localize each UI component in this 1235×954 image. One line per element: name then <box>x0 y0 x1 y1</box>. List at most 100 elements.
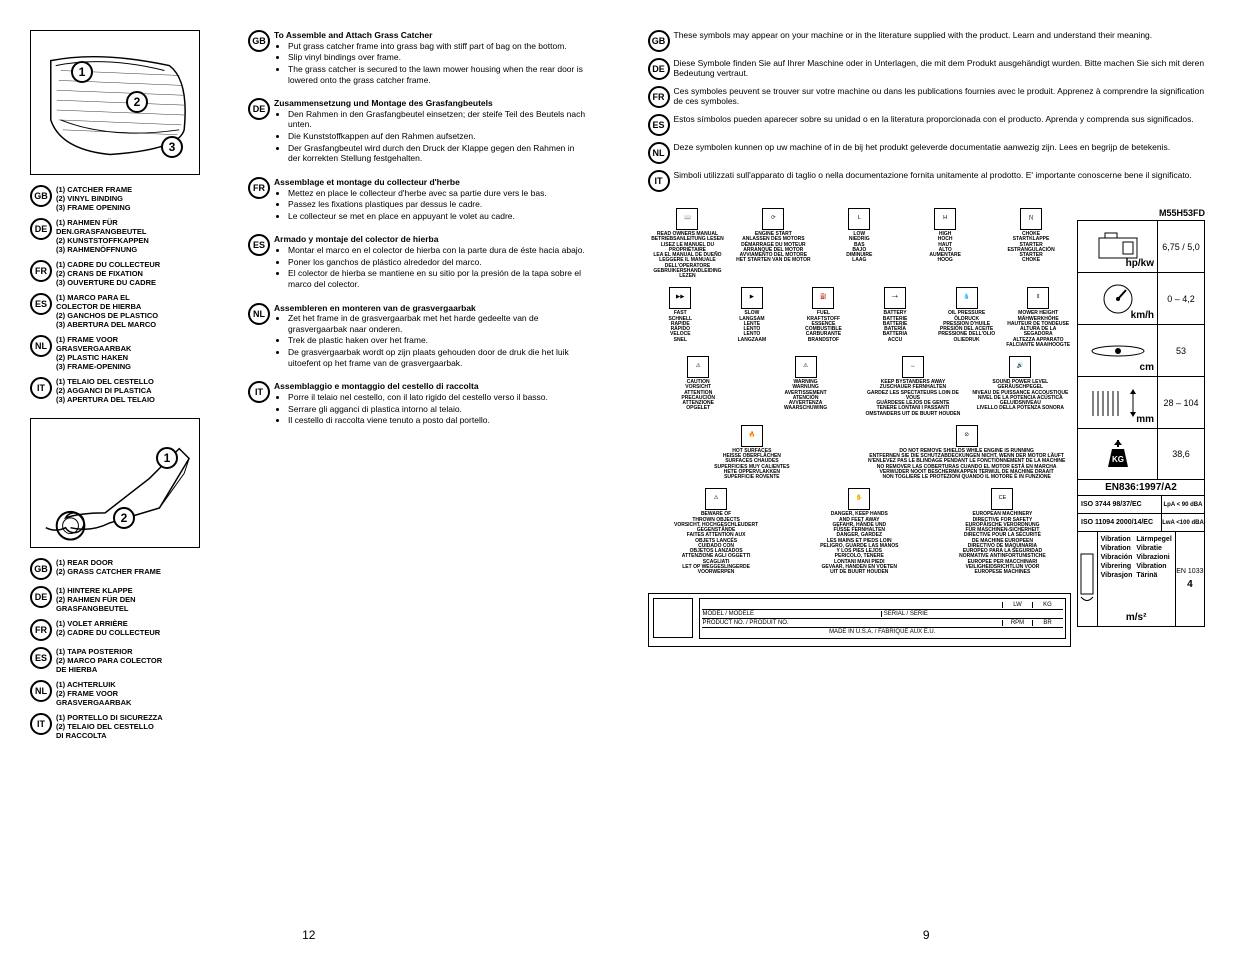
rear-door-illustration <box>31 419 199 547</box>
symbol-icon: 💧 <box>956 287 978 309</box>
symbol-cell: –+BATTERYBATTERIEBATTERIEBATERÍABATTERIA… <box>862 287 928 348</box>
intro-gb: GBThese symbols may appear on your machi… <box>648 30 1206 52</box>
intro-nl: NLDeze symbolen kunnen op uw machine of … <box>648 142 1206 164</box>
legend-nl: NL(1) ACHTERLUIK(2) FRAME VOOR GRASVERGA… <box>30 680 238 707</box>
callout-1b: 1 <box>156 447 178 469</box>
spec-kg: KG 38,6 <box>1077 428 1205 480</box>
symbol-cell: ⚠CAUTIONVORSICHTATTENTIONPRECAUCIÓNATTEN… <box>648 356 749 417</box>
symbol-cell: ▶SLOWLANGSAMLENTELENTOLENTOLANGZAAM <box>719 287 785 348</box>
legend-gb: GB(1) REAR DOOR(2) GRASS CATCHER FRAME <box>30 558 238 580</box>
height-icon: mm <box>1078 377 1158 428</box>
lang-badge-de: DE <box>30 586 52 608</box>
assembly-heading: Assemblage et montage du collecteur d'he… <box>274 177 547 188</box>
symbol-cell: 📖READ OWNERS MANUALBETRIEBSANLEITUNG LES… <box>648 208 728 279</box>
legend-nl: NL(1) FRAME VOOR GRASVERGAARBAK(2) PLAST… <box>30 335 238 371</box>
callout-3: 3 <box>161 136 183 158</box>
legend-gb: GB(1) CATCHER FRAME(2) VINYL BINDING(3) … <box>30 185 238 212</box>
assembly-gb: GBTo Assemble and Attach Grass CatcherPu… <box>248 30 587 86</box>
symbol-icon: H <box>934 208 956 230</box>
symbol-row: 📖READ OWNERS MANUALBETRIEBSANLEITUNG LES… <box>648 208 1072 279</box>
page-number: 12 <box>302 928 315 942</box>
symbol-icon: ⟳ <box>762 208 784 230</box>
symbol-icon: –+ <box>884 287 906 309</box>
symbol-icon: 🔊 <box>1009 356 1031 378</box>
vibration-box: VibrationLärmpegelVibrationVibratieVibra… <box>1077 532 1205 627</box>
intro-blocks: GBThese symbols may appear on your machi… <box>648 30 1206 198</box>
symbol-icon: ✋ <box>848 488 870 510</box>
symbol-cell: 🔊SOUND POWER LEVELGERÄUSCHPEGELNIVEAU DE… <box>970 356 1071 417</box>
legend-es: ES(1) TAPA POSTERIOR(2) MARCO PARA COLEC… <box>30 647 238 674</box>
symbol-icon: ⛽ <box>812 287 834 309</box>
lang-badge-de: DE <box>648 58 670 80</box>
intro-fr: FRCes symboles peuvent se trouver sur vo… <box>648 86 1206 108</box>
symbol-icon: ⚠ <box>705 488 727 510</box>
symbol-cell: ✋DANGER, KEEP HANDSAND FEET AWAYGEFAHR, … <box>791 488 928 575</box>
legend-it: IT(1) TELAIO DEL CESTELLO(2) AGGANCI DI … <box>30 377 238 404</box>
symbol-row: ⚠BEWARE OFTHROWN OBJECTSVORSICHT, HOCHGE… <box>648 488 1072 575</box>
lang-badge-es: ES <box>30 293 52 315</box>
lang-badge-it: IT <box>30 713 52 735</box>
page-12: 1 2 3 GB(1) CATCHER FRAME(2) VINYL BINDI… <box>0 0 618 954</box>
symbol-cell: ▶▶FASTSCHNELLRAPIDERÁPIDOVELOCESNEL <box>648 287 714 348</box>
symbol-row: ⚠CAUTIONVORSICHTATTENTIONPRECAUCIÓNATTEN… <box>648 356 1072 417</box>
spec-kmh: km/h 0 – 4,2 <box>1077 272 1205 324</box>
symbol-icon: ⚠ <box>795 356 817 378</box>
assembly-it: ITAssemblaggio e montaggio del cestello … <box>248 381 587 427</box>
legend-set-1: GB(1) CATCHER FRAME(2) VINYL BINDING(3) … <box>30 185 238 410</box>
symbol-cell: ⊘DO NOT REMOVE SHIELDS WHILE ENGINE IS R… <box>862 425 1071 481</box>
symbol-icon: 🔥 <box>741 425 763 447</box>
symbol-icon: ⚠ <box>687 356 709 378</box>
intro-it: ITSimboli utilizzati sull'apparato di ta… <box>648 170 1206 192</box>
symbol-cell: ⚠BEWARE OFTHROWN OBJECTSVORSICHT, HOCHGE… <box>648 488 785 575</box>
symbol-cell: ⟳ENGINE STARTANLASSEN DES MOTORSDÉMARRAG… <box>733 208 813 279</box>
lang-badge-nl: NL <box>30 335 52 357</box>
legend-set-2: GB(1) REAR DOOR(2) GRASS CATCHER FRAME DE… <box>30 558 238 746</box>
lang-badge-es: ES <box>648 114 670 136</box>
symbol-icon: ↔ <box>902 356 924 378</box>
symbol-cell: ⇕MOWER HEIGHTMÄHWERKHÖHEHAUTEUR DE TONDE… <box>1005 287 1071 348</box>
iso-11094: ISO 11094 2000/14/EC LwA <100 dBA <box>1077 514 1205 532</box>
lang-badge-it: IT <box>30 377 52 399</box>
assembly-nl: NL Assembleren en monteren van de grasver… <box>248 303 587 370</box>
engine-icon: hp/kw <box>1078 221 1158 272</box>
symbol-row: ▶▶FASTSCHNELLRAPIDERÁPIDOVELOCESNEL▶SLOW… <box>648 287 1072 348</box>
symbol-icon: 📖 <box>676 208 698 230</box>
page-9: GBThese symbols may appear on your machi… <box>618 0 1235 954</box>
symbol-icon: CE <box>991 488 1013 510</box>
lang-badge-gb: GB <box>648 30 670 52</box>
spec-panel: M55H53FD hp/kw 6,75 / 5,0 km/h 0 – 4,2 <box>1077 208 1205 934</box>
legend-it: IT(1) PORTELLO DI SICUREZZA(2) TELAIO DE… <box>30 713 238 740</box>
spec-hpkw: hp/kw 6,75 / 5,0 <box>1077 220 1205 272</box>
intro-de: DEDiese Symbole finden Sie auf Ihrer Mas… <box>648 58 1206 80</box>
symbol-cell: CEEUROPEAN MACHINERYDIRECTIVE FOR SAFETY… <box>934 488 1071 575</box>
symbol-cell: LLOWNIEDRIGBASBAJODIMINUIRELAAG <box>819 208 899 279</box>
assembly-heading: Assembleren en monteren van de grasverga… <box>274 303 587 314</box>
lang-badge-nl: NL <box>30 680 52 702</box>
lang-badge-fr: FR <box>30 619 52 641</box>
lang-badge-gb: GB <box>30 558 52 580</box>
assembly-fr: FR Assemblage et montage du collecteur d'… <box>248 177 587 223</box>
lang-badge-nl: NL <box>248 303 270 325</box>
lang-badge-it: IT <box>248 381 270 403</box>
legend-es: ES(1) MARCO PARA EL COLECTOR DE HIERBA(2… <box>30 293 238 329</box>
speed-icon: km/h <box>1078 273 1158 324</box>
width-icon: cm <box>1078 325 1158 376</box>
lang-badge-de: DE <box>248 98 270 120</box>
symbol-cell: 💧OIL PRESSUREÖLDRUCKPRESSION D'HUILEPRES… <box>934 287 1000 348</box>
legend-fr: FR(1) VOLET ARRIÈRE(2) CADRE DU COLLECTE… <box>30 619 238 641</box>
lang-badge-it: IT <box>648 170 670 192</box>
instructions-column: GBTo Assemble and Attach Grass CatcherPu… <box>248 30 587 934</box>
legend-fr: FR(1) CADRE DU COLLECTEUR(2) CRANS DE FI… <box>30 260 238 287</box>
symbol-icon: ▶▶ <box>669 287 691 309</box>
lang-badge-fr: FR <box>248 177 270 199</box>
callout-2: 2 <box>126 91 148 113</box>
lang-badge-es: ES <box>30 647 52 669</box>
vibration-labels: VibrationLärmpegelVibrationVibratieVibra… <box>1101 535 1172 580</box>
symbol-icon: L <box>848 208 870 230</box>
assembly-es: ESArmado y montaje del colector de hierb… <box>248 234 587 290</box>
assembly-heading: Armado y montaje del colector de hierba <box>274 234 587 245</box>
page-number: 9 <box>923 928 930 942</box>
symbol-icon: |\| <box>1020 208 1042 230</box>
symbol-row: 🔥HOT SURFACESHEISSE OBERFLÄCHENSURFACES … <box>648 425 1072 481</box>
diagram-grass-catcher: 1 2 3 <box>30 30 200 175</box>
